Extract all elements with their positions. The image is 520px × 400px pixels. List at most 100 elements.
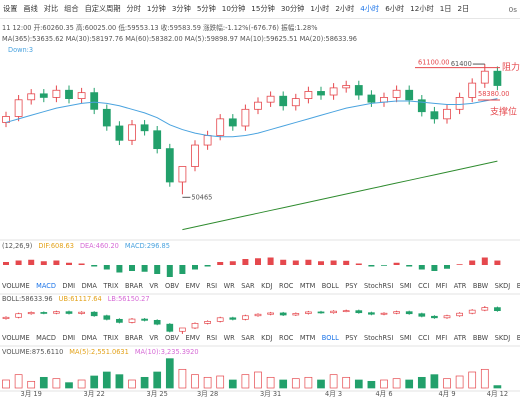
indicator-tab[interactable]: TRIX [102,334,119,342]
indicator-tab[interactable]: SKDJ [495,282,511,290]
toolbar-item[interactable]: 1分钟 [146,4,166,13]
indicator-tab[interactable]: DMA [82,334,98,342]
low-label: 50465 [191,193,212,201]
indicator-tab[interactable]: SAR [241,282,255,290]
indicator-tab[interactable]: VOLUME [2,282,30,290]
indicator-tab[interactable]: BRAR [125,282,143,290]
indicator-tab[interactable]: SKDJ [495,334,511,342]
x-tick-label: 3月 31 [260,390,281,398]
toolbar-item[interactable]: 5分钟 [196,4,216,13]
candle-body [291,98,300,107]
indicator-tab[interactable]: BOLL [322,334,339,342]
high-label: 61400 [451,60,472,68]
macd-bar [255,258,261,265]
toolbar-item[interactable]: 15分钟 [251,4,275,13]
macd-bar [469,260,476,265]
indicator-tab[interactable]: EMV [186,282,201,290]
indicator-tab[interactable]: SMI [400,282,412,290]
toolbar-item[interactable]: 12小时 [410,4,434,13]
candle-body [178,166,187,183]
indicator-tab[interactable]: RSI [206,334,217,342]
indicator-tab[interactable]: MFI [436,282,447,290]
indicator-tab[interactable]: ROC [279,282,294,290]
indicator-tab[interactable]: PSY [345,334,358,342]
indicator-tab[interactable]: VR [149,282,159,290]
indicator-tab[interactable]: RSI [206,282,217,290]
toolbar-item[interactable]: 2小时 [335,4,355,13]
candle-body [354,85,363,96]
indicator-tab[interactable]: KDJ [261,334,272,342]
toolbar-item[interactable]: 2日 [457,4,470,13]
indicator-tab[interactable]: PSY [345,282,358,290]
toolbar-item[interactable]: 6小时 [385,4,405,13]
indicator-tab[interactable]: DMI [62,282,75,290]
candle-body [430,111,439,120]
indicator-tab[interactable]: ATR [454,334,467,342]
volume-bar [304,376,313,389]
volume-bar [102,371,111,389]
toolbar-item[interactable]: 对比 [43,4,59,13]
toolbar-item[interactable]: 1小时 [310,4,330,13]
indicator-tab[interactable]: MFI [436,334,447,342]
toolbar-item[interactable]: 4小时 [360,4,380,13]
boll-body [355,310,363,314]
candle-body [216,118,225,136]
ma-line [182,160,498,231]
toolbar-item[interactable]: 组合 [64,4,79,13]
toolbar-item[interactable]: 10分钟 [221,4,246,13]
macd-bar [179,265,186,274]
macd-bar [292,260,299,265]
indicator-tab[interactable]: BOLL [322,282,339,290]
indicator-tab[interactable]: VOLUME [2,334,30,342]
x-tick-label: 3月 22 [84,390,105,398]
toolbar-item[interactable]: 画线 [23,4,38,13]
candle-body [165,148,174,183]
legend-item: MA(10):3,235.3920 [135,348,199,356]
indicator-tab[interactable]: CCI [418,282,429,290]
toolbar-item[interactable]: 30分钟 [280,4,305,13]
indicator-tab[interactable]: BBW [473,282,489,290]
indicator-tab[interactable]: MTM [300,334,316,342]
toolbar-item[interactable]: 分时 [126,4,141,13]
candle-body [480,70,489,84]
indicator-tab[interactable]: SAR [241,334,255,342]
indicator-tab[interactable]: KDJ [261,282,272,290]
indicator-tab[interactable]: ATR [454,282,467,290]
boll-body [418,313,426,317]
indicator-tab[interactable]: BBW [473,334,489,342]
indicator-tab[interactable]: EMV [186,334,201,342]
indicator-tab[interactable]: ROC [279,334,294,342]
boll-body [443,315,451,319]
indicator-tab[interactable]: TRIX [102,282,119,290]
indicator-tab[interactable]: BIAS [517,334,520,342]
indicator-tab[interactable]: OBV [165,282,180,290]
indicator-tab[interactable]: BIAS [517,282,520,290]
indicator-tab[interactable]: WR [224,282,236,290]
indicator-tab[interactable]: VR [149,334,159,342]
legend-item: UB:61117.64 [59,295,102,303]
support-text: 支撑位 [490,106,517,118]
toolbar-item[interactable]: 自定义周期 [84,4,121,13]
macd-bar [267,257,274,265]
candle-body [27,93,36,101]
legend-item: BOLL:58633.96 [2,295,53,303]
indicator-tab[interactable]: DMA [82,282,98,290]
toolbar-item[interactable]: 1日 [439,4,452,13]
indicator-tab[interactable]: OBV [165,334,180,342]
volume-bar [203,376,212,389]
indicator-tab[interactable]: DMI [62,334,75,342]
toolbar-item[interactable]: 设置 [3,4,18,13]
indicator-tab[interactable]: MACD [36,282,56,290]
resistance-text: 阻力 [502,61,520,73]
indicator-tab[interactable]: BRAR [125,334,143,342]
indicator-tab[interactable]: StochRSI [364,334,393,342]
indicator-tab[interactable]: MACD [36,334,56,342]
indicator-tab[interactable]: CCI [418,334,429,342]
indicator-tab[interactable]: StochRSI [364,282,393,290]
candle-body [304,91,313,99]
indicator-tab[interactable]: WR [224,334,236,342]
indicator-tab[interactable]: SMI [400,334,412,342]
indicator-tab[interactable]: MTM [300,282,316,290]
boll-body [242,315,249,320]
toolbar-item[interactable]: 3分钟 [171,4,191,13]
